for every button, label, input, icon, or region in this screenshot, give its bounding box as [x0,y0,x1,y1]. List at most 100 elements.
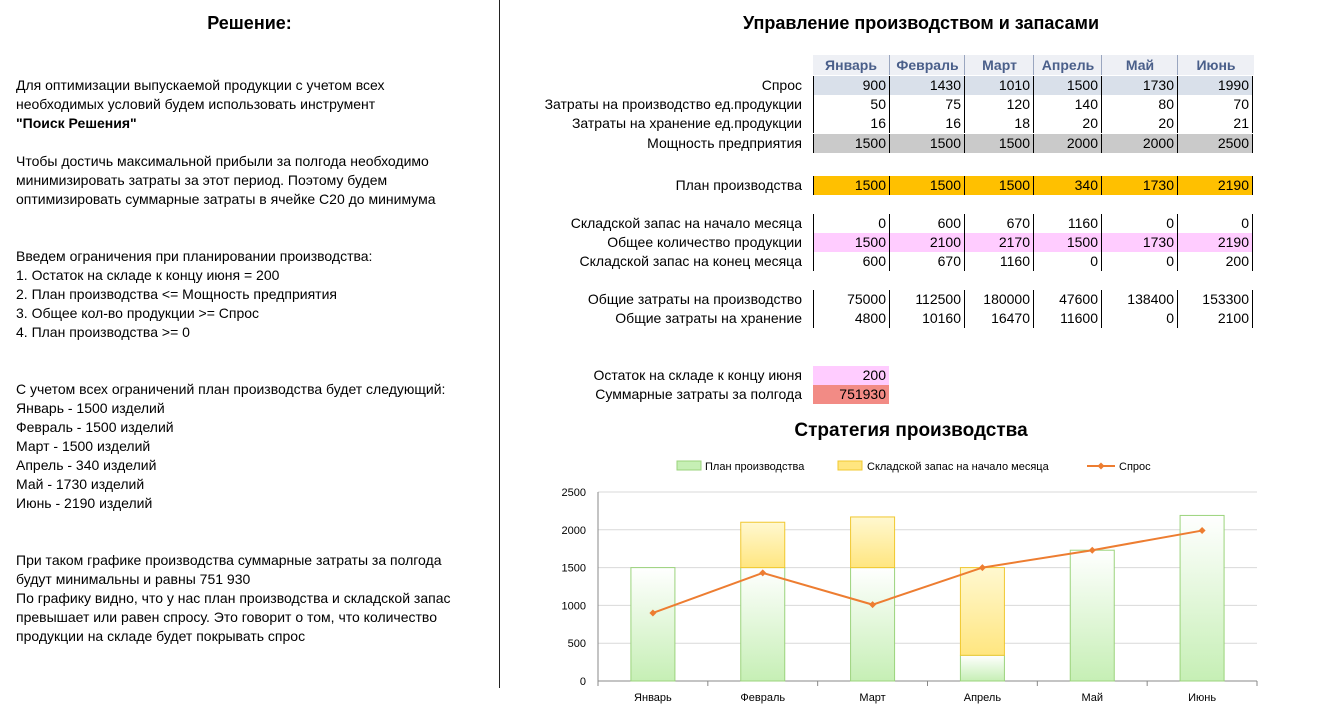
summary-label-total-cost: Суммарные затраты за полгода [595,386,802,402]
table-cell[interactable]: 0 [1177,214,1253,233]
table-cell[interactable]: 0 [813,214,889,233]
month-header: Январь [813,55,889,75]
row-label-store-cost: Затраты на хранение ед.продукции [571,115,802,131]
table-cell[interactable]: 1500 [1033,76,1101,95]
table-cell[interactable]: 1500 [964,134,1033,153]
table-cell[interactable]: 600 [813,252,889,271]
table-cell[interactable]: 16 [813,114,889,133]
table-cell[interactable]: 670 [964,214,1033,233]
table-cell[interactable]: 4800 [813,309,889,328]
table-cell[interactable]: 340 [1033,176,1101,195]
y-tick-label: 2500 [562,487,586,499]
plan-item: Январь - 1500 изделий [16,400,165,416]
solution-text: Для оптимизации выпускаемой продукции с … [16,76,486,646]
bar-plan [1179,514,1225,682]
table-cell[interactable]: 900 [813,76,889,95]
y-tick-label: 1000 [562,600,586,612]
table-cell[interactable]: 16470 [964,309,1033,328]
table-cell[interactable]: 80 [1101,95,1177,114]
goal-line: оптимизировать суммарные затраты в ячейк… [16,191,436,207]
table-cell[interactable]: 1160 [1033,214,1101,233]
vertical-divider [499,0,500,688]
table-cell[interactable]: 112500 [889,290,964,309]
conclusion-line: продукции на складе будет покрывать спро… [16,628,306,644]
table-cell[interactable]: 1500 [1033,233,1101,252]
table-cell[interactable]: 0 [1101,252,1177,271]
table-cell[interactable]: 1500 [813,233,889,252]
table-cell[interactable]: 2100 [1177,309,1253,328]
table-cell[interactable]: 75000 [813,290,889,309]
row-label-total-prod: Общие затраты на производство [587,291,802,307]
table-title: Управление производством и запасами [742,13,1100,33]
row-label-total-store: Общие затраты на хранение [615,310,802,326]
table-cell[interactable]: 11600 [1033,309,1101,328]
table-cell[interactable]: 70 [1177,95,1253,114]
month-header: Июнь [1177,55,1254,75]
table-cell[interactable]: 21 [1177,114,1253,133]
table-cell[interactable]: 2190 [1177,176,1253,195]
legend-swatch-stock [837,460,863,471]
table-cell[interactable]: 140 [1033,95,1101,114]
table-cell[interactable]: 20 [1033,114,1101,133]
demand-point [1088,546,1096,554]
plan-item: Июнь - 2190 изделий [16,495,153,511]
constraints-heading: Введем ограничения при планировании прои… [16,248,373,264]
table-cell[interactable]: 2000 [1033,134,1101,153]
x-tick-label: Март [859,692,885,704]
table-cell[interactable]: 0 [1101,309,1177,328]
table-cell[interactable]: 200 [1177,252,1253,271]
table-cell[interactable]: 75 [889,95,964,114]
table-cell[interactable]: 1730 [1101,176,1177,195]
table-cell[interactable]: 1430 [889,76,964,95]
table-cell[interactable]: 153300 [1177,290,1253,309]
table-cell[interactable]: 600 [889,214,964,233]
table-cell[interactable]: 1010 [964,76,1033,95]
bar-plan [740,567,786,682]
bar-plan [959,654,1005,682]
table-cell[interactable]: 1730 [1101,76,1177,95]
table-cell[interactable]: 1500 [964,176,1033,195]
table-cell[interactable]: 180000 [964,290,1033,309]
table-cell[interactable]: 2170 [964,233,1033,252]
row-label-stock-start: Складской запас на начало месяца [570,215,802,231]
summary-cell-total-cost[interactable]: 751930 [813,385,889,404]
intro-line: необходимых условий будем использовать и… [16,96,376,112]
table-cell[interactable]: 2500 [1177,134,1253,153]
table-cell[interactable]: 2000 [1101,134,1177,153]
table-cell[interactable]: 120 [964,95,1033,114]
bar-stock [959,567,1005,656]
table-cell[interactable]: 20 [1101,114,1177,133]
row-label-stock-end: Складской запас на конец месяца [579,253,802,269]
table-cell[interactable]: 1500 [889,134,964,153]
table-cell[interactable]: 138400 [1101,290,1177,309]
plan-heading: С учетом всех ограничений план производс… [16,381,446,397]
table-cell[interactable]: 2190 [1177,233,1253,252]
table-cell[interactable]: 0 [1101,214,1177,233]
table-cell[interactable]: 1990 [1177,76,1253,95]
demand-point [649,609,657,617]
table-cell[interactable]: 10160 [889,309,964,328]
table-cell[interactable]: 1160 [964,252,1033,271]
table-cell[interactable]: 2100 [889,233,964,252]
table-cell[interactable]: 670 [889,252,964,271]
table-cell[interactable]: 16 [889,114,964,133]
row-label-total-qty: Общее количество продукции [607,234,802,250]
x-tick-label: Июнь [1188,692,1216,704]
row-label-capacity: Мощность предприятия [647,135,802,151]
table-cell[interactable]: 1730 [1101,233,1177,252]
month-header: Февраль [889,55,965,75]
row-label-demand: Спрос [761,77,802,93]
table-cell[interactable]: 18 [964,114,1033,133]
table-cell[interactable]: 50 [813,95,889,114]
y-tick-label: 1500 [562,563,586,575]
y-tick-label: 2000 [562,525,586,537]
table-cell[interactable]: 47600 [1033,290,1101,309]
summary-cell-end-stock[interactable]: 200 [813,366,889,385]
table-cell[interactable]: 1500 [813,176,889,195]
x-tick-label: Февраль [740,692,785,704]
plan-item: Май - 1730 изделий [16,476,145,492]
x-tick-label: Апрель [964,692,1002,704]
table-cell[interactable]: 1500 [813,134,889,153]
table-cell[interactable]: 1500 [889,176,964,195]
table-cell[interactable]: 0 [1033,252,1101,271]
